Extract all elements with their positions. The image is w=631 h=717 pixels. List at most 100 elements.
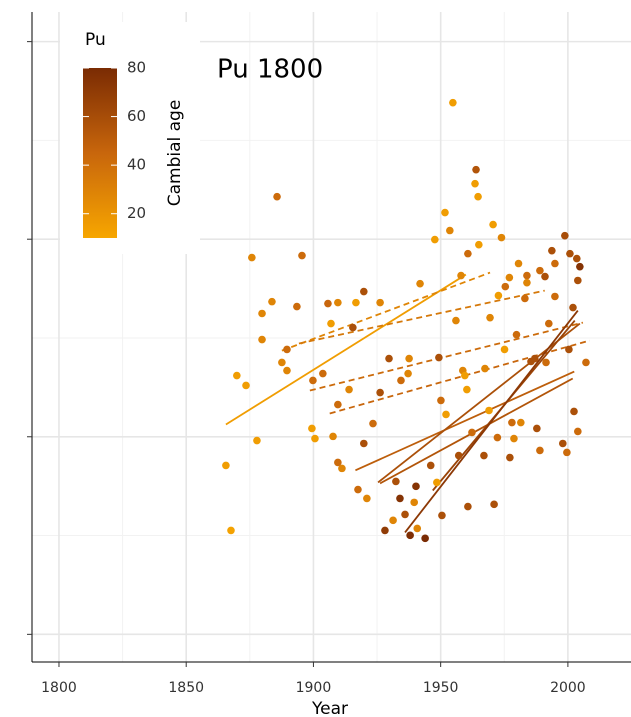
legend-tick-label: 80 <box>127 59 146 77</box>
legend-tick-label: 40 <box>127 156 146 174</box>
point <box>258 335 266 344</box>
point <box>273 192 281 201</box>
point <box>468 428 476 437</box>
trend-line <box>225 273 467 426</box>
point <box>308 424 316 433</box>
point <box>338 464 346 473</box>
point <box>363 494 371 503</box>
point <box>536 266 544 275</box>
point <box>354 485 362 494</box>
point <box>401 510 409 519</box>
point <box>233 371 241 380</box>
point <box>437 396 445 405</box>
point <box>494 291 503 300</box>
point <box>472 165 480 174</box>
point <box>268 297 276 306</box>
point <box>416 279 424 288</box>
point <box>298 251 306 260</box>
color-bar <box>83 68 117 238</box>
point <box>293 302 301 311</box>
point <box>283 366 291 375</box>
point <box>222 461 230 470</box>
point <box>461 371 469 380</box>
point <box>441 208 449 217</box>
point <box>566 249 574 258</box>
point <box>569 303 577 312</box>
point <box>412 482 420 491</box>
x-tick-label: 1950 <box>423 680 459 696</box>
annotation: Pu 1800 <box>217 55 323 85</box>
point <box>551 259 559 268</box>
point <box>542 358 550 367</box>
point <box>426 461 435 470</box>
point <box>352 298 360 307</box>
point <box>431 235 439 244</box>
legend-tick-label: 60 <box>127 107 146 125</box>
point <box>442 410 450 419</box>
point <box>433 478 441 487</box>
point <box>389 516 397 525</box>
point <box>541 272 549 281</box>
point <box>319 369 327 378</box>
point <box>574 427 582 436</box>
point <box>435 353 443 362</box>
point <box>565 345 573 354</box>
point <box>463 385 471 394</box>
point <box>563 448 571 457</box>
point <box>454 451 463 460</box>
point <box>258 309 266 318</box>
legend-title: Pu <box>85 30 106 50</box>
point <box>283 345 291 354</box>
point <box>464 249 472 258</box>
point <box>311 434 319 443</box>
x-axis-label: Year <box>311 699 348 717</box>
point <box>376 388 384 397</box>
point <box>521 294 529 303</box>
point <box>505 273 514 282</box>
point <box>551 292 559 301</box>
point <box>397 376 405 385</box>
point <box>481 364 489 373</box>
point <box>464 502 472 511</box>
trend-line <box>355 370 575 472</box>
point <box>334 298 342 307</box>
point <box>449 98 457 107</box>
point <box>396 494 404 503</box>
point <box>413 524 422 533</box>
point <box>406 531 414 540</box>
trend-line <box>309 321 584 392</box>
point <box>523 278 531 287</box>
point <box>497 233 506 242</box>
point <box>512 330 521 339</box>
point <box>514 259 523 268</box>
point <box>309 376 317 385</box>
point <box>248 253 256 262</box>
point <box>452 316 460 325</box>
point <box>572 254 581 263</box>
point <box>227 526 235 535</box>
point <box>471 179 479 188</box>
point <box>517 418 525 427</box>
point <box>474 192 482 201</box>
trend-line <box>329 339 591 415</box>
point <box>508 418 516 427</box>
point <box>360 439 368 448</box>
point <box>523 271 531 280</box>
point <box>334 400 342 409</box>
point <box>480 451 488 460</box>
legend-tick-label: 20 <box>127 204 146 222</box>
x-tick-label: 2000 <box>550 680 586 696</box>
point <box>576 262 584 271</box>
point <box>475 240 483 249</box>
point <box>405 354 413 363</box>
x-tick-label: 1900 <box>296 680 332 696</box>
point <box>345 385 353 394</box>
point <box>510 434 518 443</box>
point <box>381 526 389 535</box>
point <box>410 498 418 507</box>
point <box>278 358 286 367</box>
point <box>376 298 384 307</box>
point <box>493 433 502 442</box>
trend-line <box>404 309 579 533</box>
